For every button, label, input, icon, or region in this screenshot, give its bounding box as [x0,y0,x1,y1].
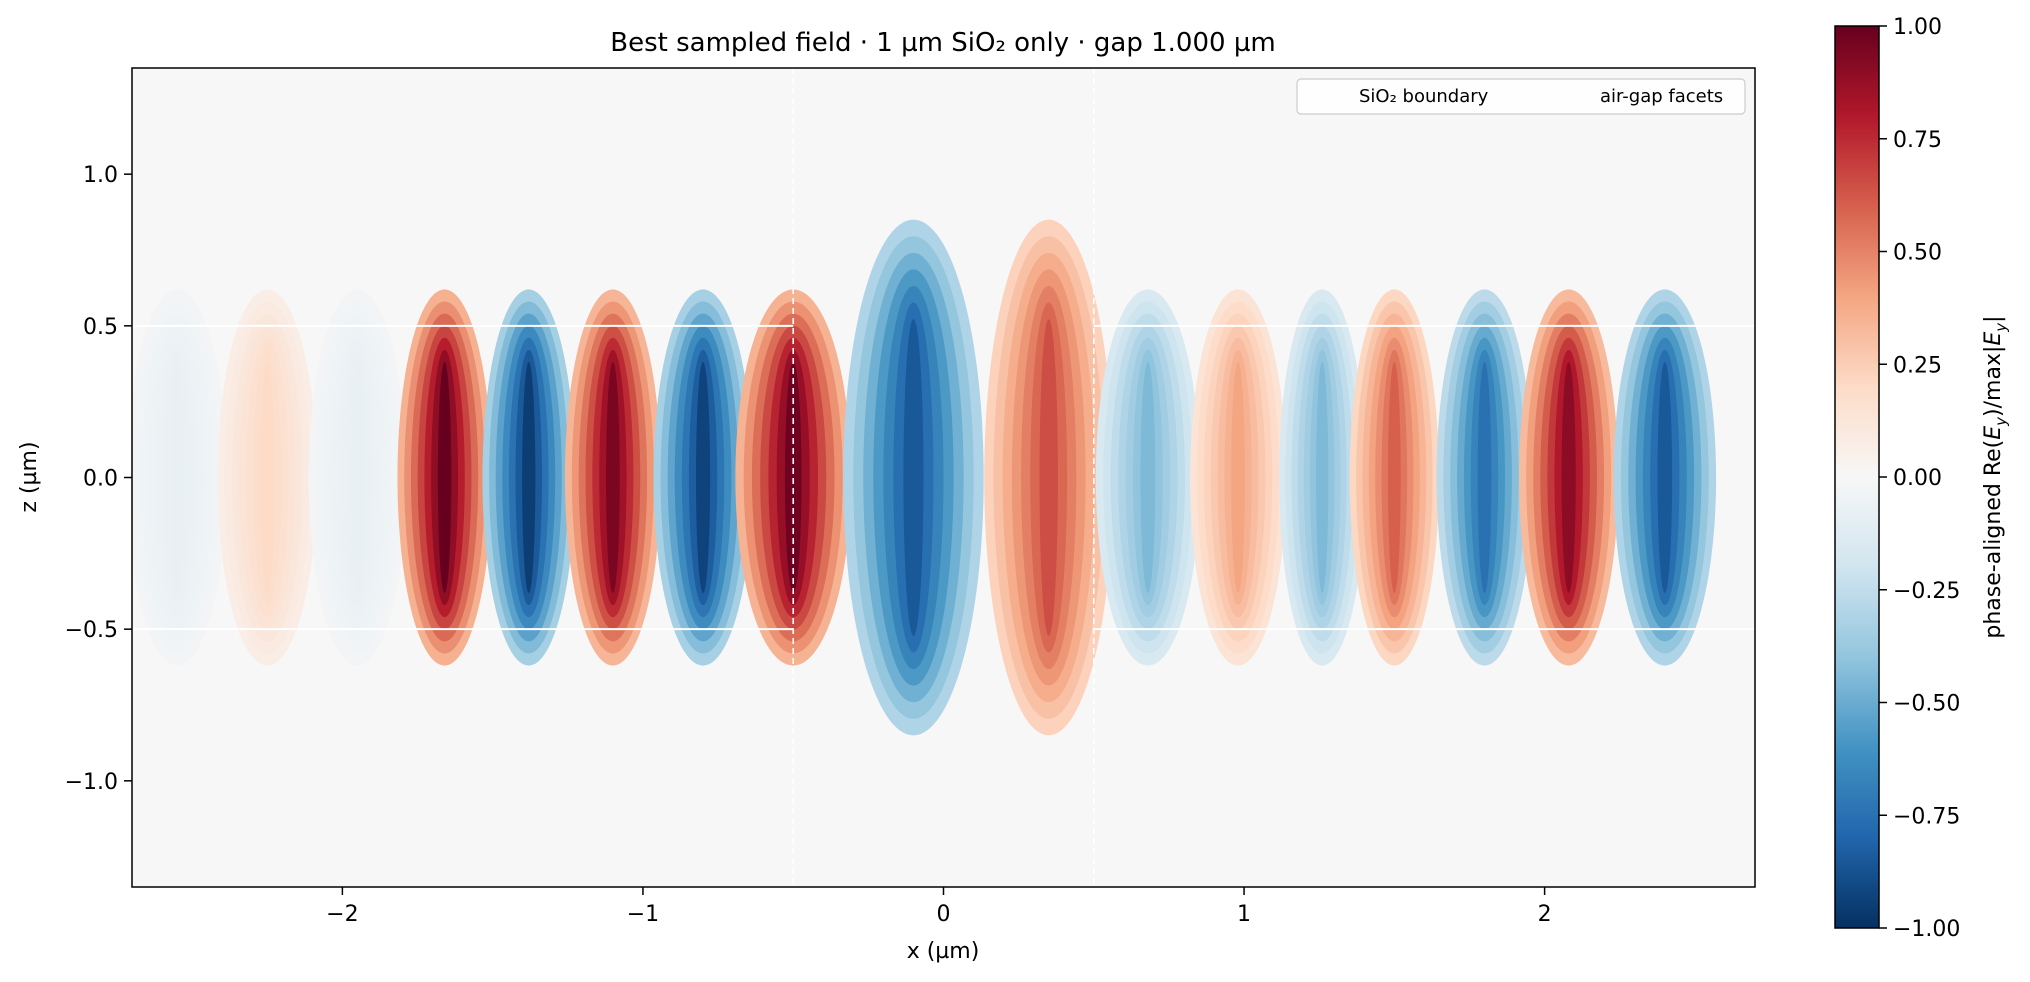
y-tick-label: 0.5 [83,315,118,340]
chart-title: Best sampled field · 1 µm SiO₂ only · ga… [610,28,1275,58]
x-tick-label: −1 [627,902,659,927]
field-lobe-ring [260,361,275,594]
colorbar-label: phase-aligned Re(Ey)/max|Ey| [1981,315,2010,638]
field-lobe [1279,289,1366,666]
field-lobe [308,289,407,666]
field-lobe-ring [1231,361,1245,594]
field-lobe [564,289,661,666]
y-tick-label: 0.0 [83,467,118,492]
field-lobe [1519,289,1619,666]
field-lobe-ring [695,361,711,594]
heatmap-area [132,68,1755,887]
field-lobe-ring [350,361,365,594]
x-tick-label: −2 [326,902,358,927]
field-lobe [984,219,1114,736]
y-tick-label: 1.0 [83,163,118,188]
field-lobe-ring [1657,361,1673,594]
field-lobe-ring [1561,361,1576,594]
field-lobe-ring [784,361,802,594]
field-lobe-ring [1477,361,1492,594]
colorbar-tick-label: −0.25 [1893,579,1960,604]
colorbar-tick-label: 1.00 [1893,15,1942,40]
x-tick-label: 0 [937,902,951,927]
y-axis-ticks: 1.0 0.5 0.0 −0.5 −1.0 [65,163,132,795]
field-lobe [217,289,317,666]
field-lobe-ring [169,361,185,594]
colorbar-tick-label: 0.00 [1893,466,1942,491]
legend: SiO₂ boundary air-gap facets [1296,78,1746,115]
legend-label-sio2-boundary: SiO₂ boundary [1359,86,1489,107]
field-lobe-ring [1387,361,1401,594]
y-tick-label: −0.5 [65,618,118,643]
field-lobe [1349,289,1439,666]
field-lobe-ring [606,361,620,594]
y-tick-label: −1.0 [65,770,118,795]
colorbar-tick-label: −1.00 [1893,917,1960,942]
field-lobe [482,289,576,666]
field-lobe-ring [1140,361,1156,594]
x-tick-label: 2 [1538,902,1552,927]
x-axis-label: x (µm) [907,939,980,964]
field-lobe [132,289,227,666]
field-lobe-ring [903,319,924,636]
field-lobe [653,289,753,666]
field-lobe-ring [522,361,536,594]
x-axis-ticks: −2 −1 0 1 2 [326,887,1552,927]
colorbar-tick-label: −0.75 [1893,804,1960,829]
x-tick-label: 1 [1237,902,1251,927]
legend-label-air-gap-facets: air-gap facets [1600,86,1723,107]
field-pattern [132,219,1717,736]
colorbar-tick-label: −0.50 [1893,692,1960,717]
field-lobe [397,289,492,666]
air-gap-facet-lines [792,68,1095,887]
colorbar-tick-label: 0.75 [1893,128,1942,153]
legend-box [1296,78,1746,115]
sio2-boundary-lines [132,324,1755,631]
y-axis-label: z (µm) [17,441,42,512]
colorbar-tick-label: 0.50 [1893,241,1942,266]
colorbar-tick-label: 0.25 [1893,353,1942,378]
field-lobe [1190,289,1286,666]
field-lobe-ring [437,361,452,594]
field-lobe-ring [1039,319,1058,636]
colorbar-gradient [1834,25,1880,929]
field-lobe [843,219,984,736]
field-lobe [1613,289,1717,666]
colorbar: 1.00 0.75 0.50 0.25 0.00 −0.25 −0.50 −0.75 −1.00… [1834,15,2010,942]
field-lobe [1095,289,1200,666]
colorbar-ticks: 1.00 0.75 0.50 0.25 0.00 −0.25 −0.50 −0.75 −1.00 [1879,15,1960,942]
field-lobe [1436,289,1533,666]
field-lobe-ring [1316,361,1329,594]
field-lobe [735,289,852,666]
